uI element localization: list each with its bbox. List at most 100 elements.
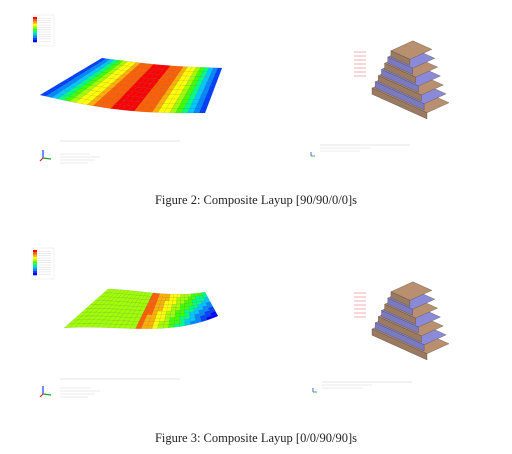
legend-swatch [33,21,37,24]
plate-element [157,324,164,329]
legend-swatch [33,266,37,269]
ply-front-face [371,87,428,120]
plate-element [171,304,177,308]
plate-element [175,303,181,308]
figure-2-graphic [31,14,450,164]
plate-element [180,294,185,298]
layup-stack [354,281,450,361]
plate-element [187,293,192,298]
plate-element [170,314,176,318]
plate-element [173,323,180,328]
plate-element [169,294,174,298]
legend-swatch [33,17,37,20]
viewport-footer [60,378,180,398]
ply-front-face [381,69,419,93]
plate-element [191,296,197,300]
legend-swatch [33,23,37,27]
layup-footer [320,144,410,152]
legend-swatch [33,250,37,253]
plate-element [175,310,181,315]
ply-front-face [378,316,422,343]
ply-front-face [387,297,413,316]
legend-swatch [33,263,37,267]
axis-triad [39,150,52,162]
plate-element [161,311,167,315]
plate-element [184,300,189,304]
plate-element [166,307,172,312]
plate-element [165,314,171,319]
plate-element [162,307,168,312]
axis-triad [39,386,52,398]
ply-front-face [381,310,419,334]
ply-front-face [384,62,416,84]
ply-front-face [374,322,425,352]
figure-3-graphic [31,247,450,398]
plate-element [172,297,178,302]
layup-axis-triad [312,388,317,393]
figure-3-caption: Figure 3: Composite Layup [0/0/90/90]s [154,431,358,445]
plate-element [160,314,166,319]
legend-swatch [33,37,37,40]
legend-swatch [33,26,37,29]
legend-swatch [33,33,37,36]
plate-element [163,321,170,325]
plate-element [165,310,172,315]
plate-element [172,300,177,305]
legend-swatch [33,35,37,38]
legend-swatch [33,30,37,34]
legend-swatch [33,254,37,257]
plate-element [180,297,185,301]
plate-element [159,317,166,322]
plate-element [168,323,175,328]
plate-element [168,300,173,305]
legend-swatch [33,268,37,271]
layup-footer [322,381,412,389]
plate-element [164,317,171,322]
legend-swatch [33,252,37,255]
plate-element [176,300,181,305]
legend-swatch [33,40,37,43]
legend-swatch [33,261,37,264]
plate-element [180,306,185,311]
plate-element [188,299,193,304]
plate-element [173,294,178,298]
plate-element [168,320,175,325]
deformed-plate [63,288,219,329]
plate-element [176,297,181,301]
layup-axis-triad [310,152,315,157]
ply-front-face [371,328,428,361]
plate-element [162,324,170,329]
plate-element [180,303,185,308]
legend-swatch [33,270,37,273]
plate-element [187,296,193,301]
plate-element [211,313,219,319]
plate-element [184,294,189,298]
plate-element [180,300,185,305]
figure-2: Figure 2: Composite Layup [90/90/0/0]s [0,0,512,220]
legend-swatch [33,28,37,31]
contour-legend [31,14,55,47]
plate-element [169,317,176,322]
plate-element [154,318,161,322]
ply-front-face [387,56,413,75]
ply-front-face [374,81,425,111]
deformed-plate [39,57,223,114]
plate-element [164,300,169,305]
ply-front-face [390,291,411,307]
plate-element [168,297,174,302]
plate-element [174,313,181,318]
ply-front-face [384,303,416,325]
legend-swatch [33,259,37,262]
ply-front-face [390,50,411,66]
plate-element [184,303,189,307]
viewport-footer [60,140,180,164]
plate-element [171,307,177,312]
legend-swatch [33,273,37,276]
figure-2-caption: Figure 2: Composite Layup [90/90/0/0]s [154,193,358,207]
figure-3: Figure 3: Composite Layup [0/0/90/90]s [0,232,512,454]
plate-element [167,304,173,308]
layup-stack [354,40,450,120]
legend-swatch [33,19,37,22]
ply-front-face [378,75,422,102]
plate-element [170,310,176,315]
